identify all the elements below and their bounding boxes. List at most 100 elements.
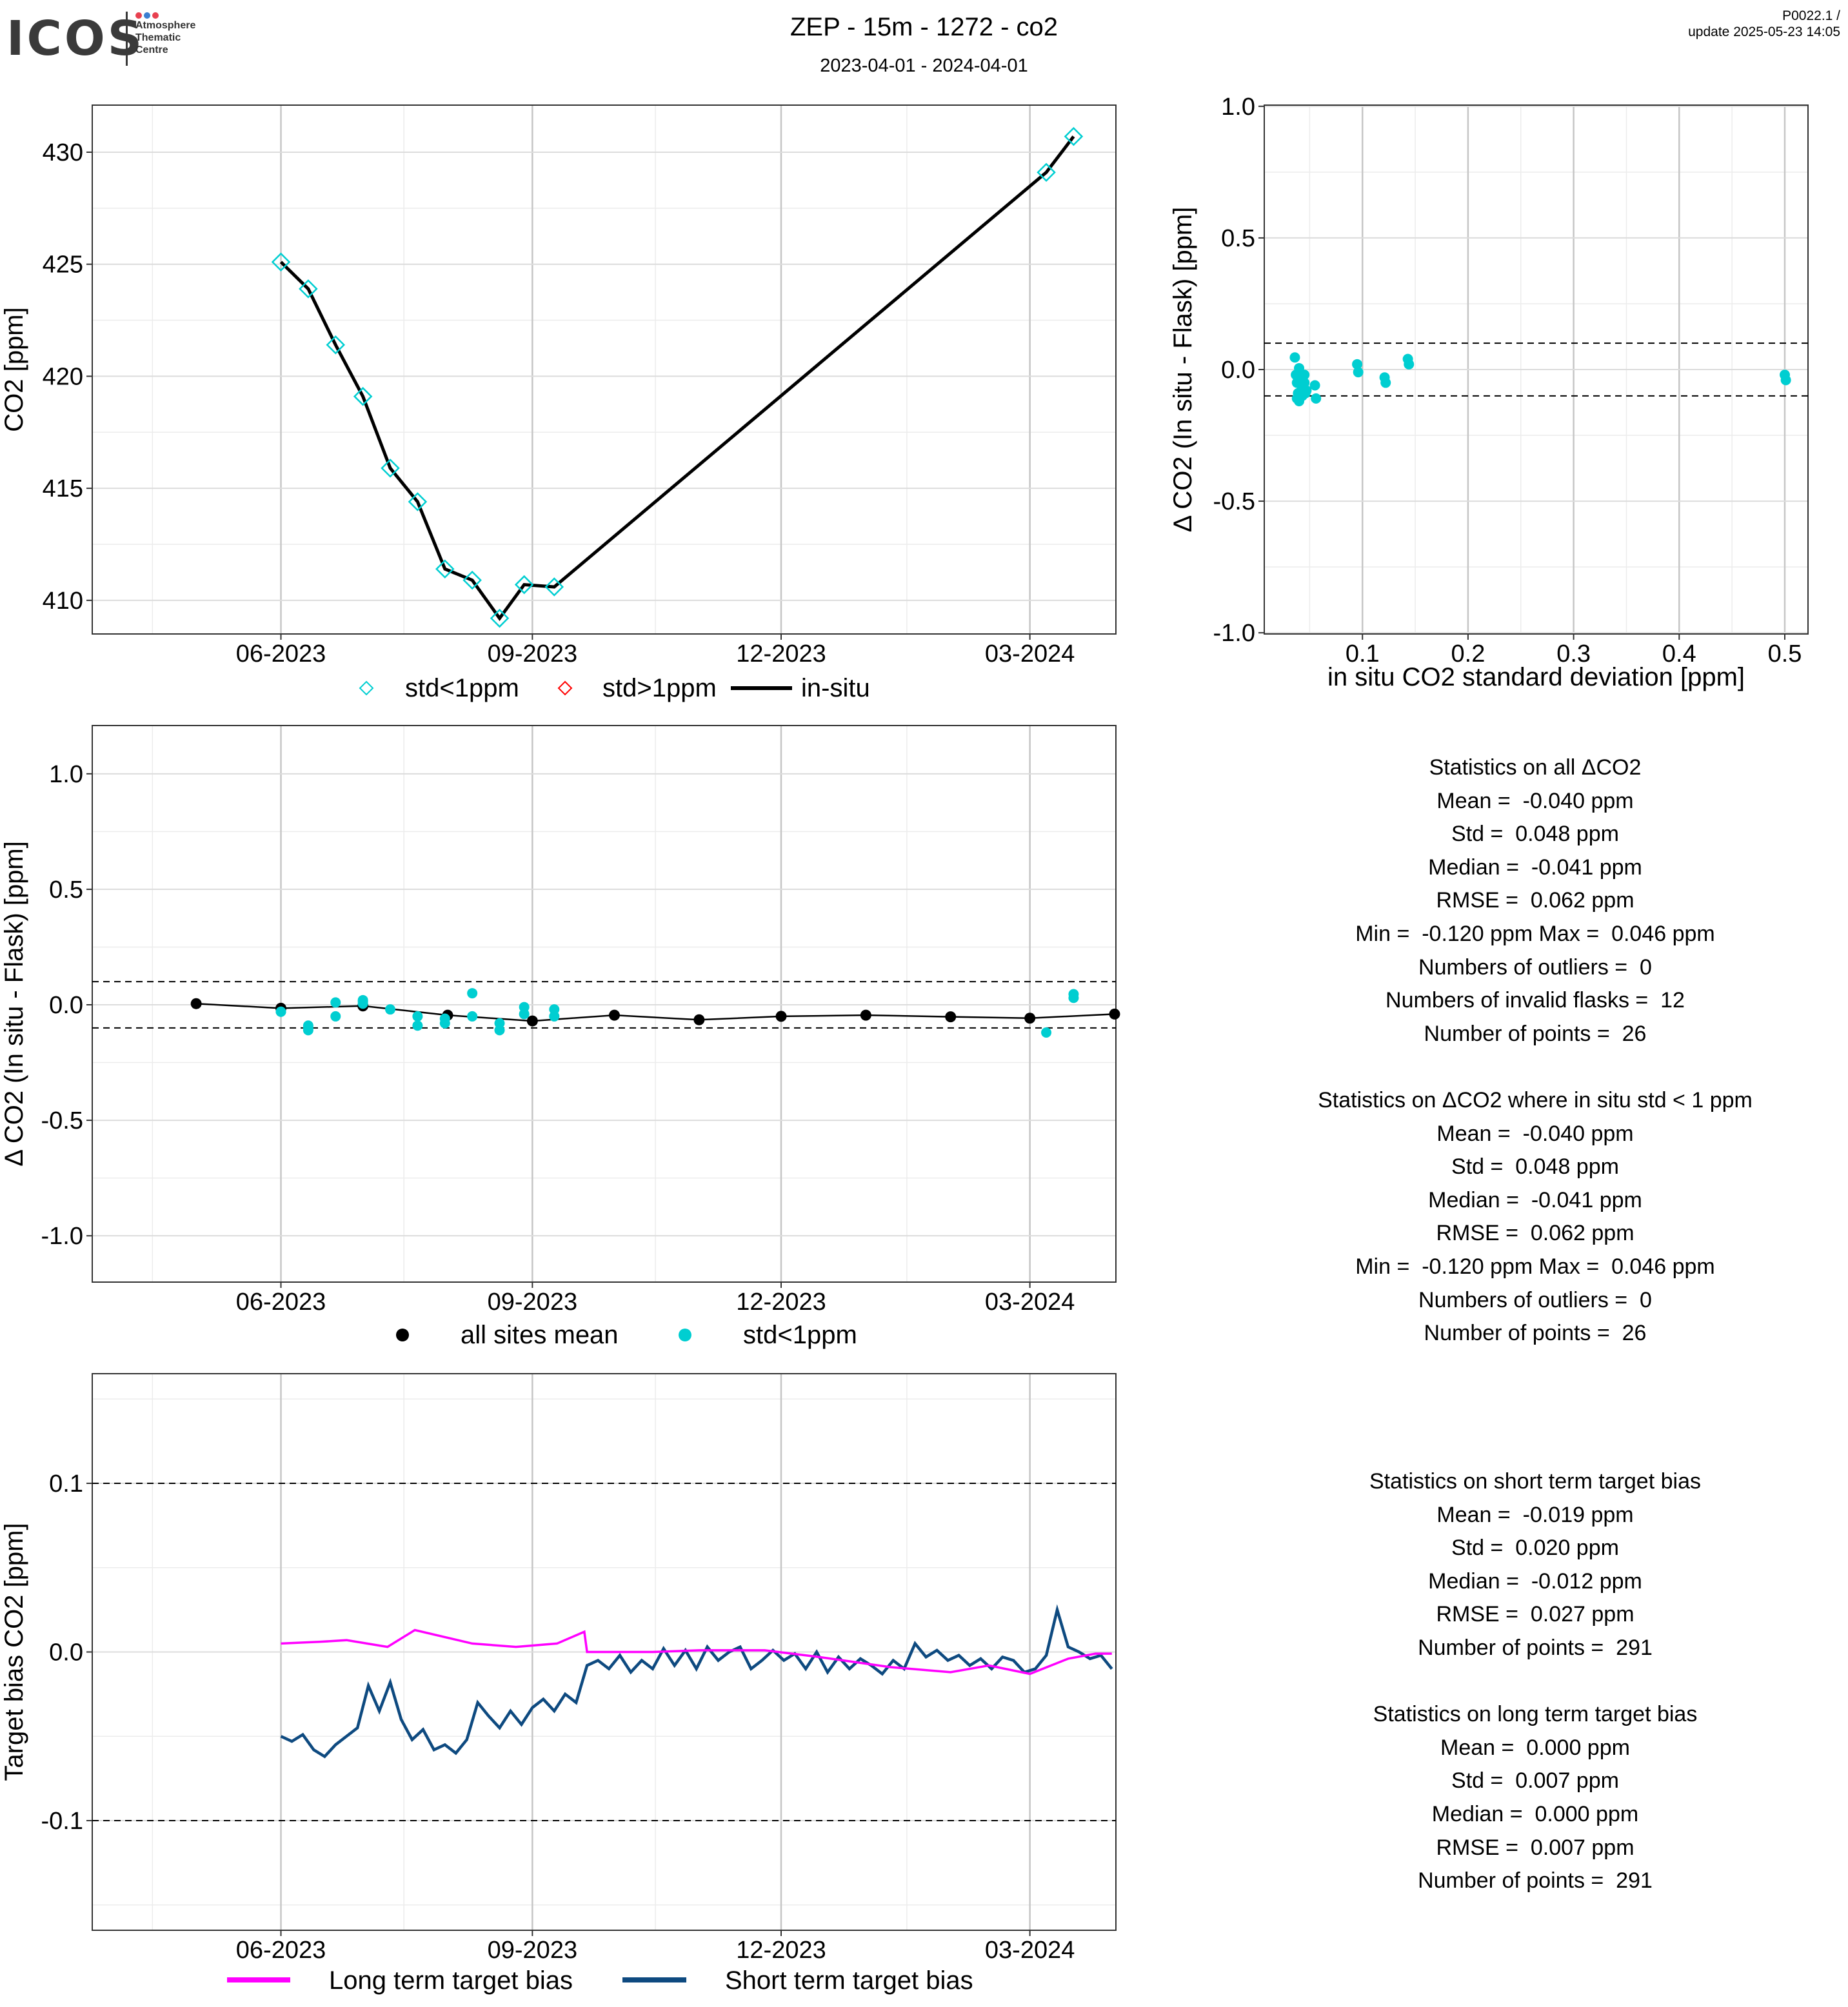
std-lt-1ppm-point xyxy=(549,1011,560,1022)
stats-line: RMSE = 0.027 ppm xyxy=(1436,1602,1634,1627)
stats-line: Numbers of invalid flasks = 12 xyxy=(1386,988,1685,1013)
stats-line: Statistics on long term target bias xyxy=(1373,1702,1698,1727)
update-label: update 2025-05-23 14:05 xyxy=(1688,25,1840,39)
in-situ-line xyxy=(279,135,1075,621)
logo-divider xyxy=(126,12,128,66)
stats-line: Min = -0.120 ppm Max = 0.046 ppm xyxy=(1355,1254,1715,1279)
short-term-bias-line xyxy=(280,1604,1113,1759)
x-tick-label: 12-2023 xyxy=(736,640,826,667)
x-tick-label: 0.4 xyxy=(1662,640,1696,667)
logo-subtext-line: Atmosphere xyxy=(135,20,196,31)
delta-point xyxy=(1289,352,1300,363)
logo-subtext: Atmosphere Thematic Centre xyxy=(135,19,195,56)
stats-line: Mean = -0.019 ppm xyxy=(1436,1502,1634,1527)
std-lt-1ppm-point xyxy=(271,252,291,272)
std-lt-1ppm-point xyxy=(439,1018,450,1029)
std-lt-1ppm-point xyxy=(408,492,428,511)
stats-line: Statistics on all ΔCO2 xyxy=(1429,755,1642,780)
std-lt-1ppm-point xyxy=(381,459,400,478)
delta-point xyxy=(1301,385,1312,396)
y-axis-label: Target bias CO2 [ppm] xyxy=(0,1523,28,1781)
std-lt-1ppm-point xyxy=(357,996,368,1007)
stats-line: Statistics on short term target bias xyxy=(1369,1469,1701,1494)
all-sites-mean-point xyxy=(945,1011,957,1023)
legend-label: Short term target bias xyxy=(725,1966,973,1995)
all-sites-mean-point xyxy=(526,1015,538,1027)
legend-label: std<1ppm xyxy=(743,1321,857,1349)
delta-point xyxy=(1299,370,1310,381)
y-tick-label: 410 xyxy=(43,588,83,615)
all-sites-mean-line xyxy=(196,1002,1115,1022)
std-lt-1ppm-point xyxy=(494,1025,505,1036)
x-tick-label: 12-2023 xyxy=(736,1289,826,1316)
stats-line: RMSE = 0.062 ppm xyxy=(1436,1221,1634,1246)
x-tick-label: 0.1 xyxy=(1346,640,1380,667)
stats-line: Std = 0.048 ppm xyxy=(1451,822,1619,847)
y-tick-label: -0.5 xyxy=(41,1107,83,1134)
std-lt-1ppm-point xyxy=(1041,1027,1052,1038)
x-tick-label: 03-2024 xyxy=(985,1937,1075,1964)
stats-line: Mean = -0.040 ppm xyxy=(1436,788,1634,813)
legend-label: std>1ppm xyxy=(602,674,717,702)
y-tick-label: 1.0 xyxy=(1221,94,1255,121)
delta-point xyxy=(1404,359,1415,370)
x-tick-label: 12-2023 xyxy=(736,1937,826,1964)
stats-line: Mean = 0.000 ppm xyxy=(1440,1735,1630,1760)
y-tick-label: 0.1 xyxy=(49,1470,83,1498)
std-lt-1ppm-point xyxy=(490,608,510,628)
all-sites-mean-point xyxy=(775,1011,787,1022)
legend-label: Long term target bias xyxy=(329,1966,573,1995)
stats-line: Mean = -0.040 ppm xyxy=(1436,1121,1634,1146)
stats-line: Median = -0.041 ppm xyxy=(1428,855,1642,880)
x-tick-label: 09-2023 xyxy=(488,1289,577,1316)
delta-point xyxy=(1309,380,1320,391)
page-title: ZEP - 15m - 1272 - co2 xyxy=(790,13,1058,41)
delta-point xyxy=(1380,377,1391,388)
x-tick-label: 03-2024 xyxy=(985,640,1075,667)
stats-line: Number of points = 26 xyxy=(1424,1321,1647,1346)
std-lt-1ppm-point xyxy=(1068,989,1079,1000)
legend-std-lt-1ppm-icon xyxy=(359,680,374,696)
y-tick-label: -0.5 xyxy=(1213,488,1255,515)
y-axis-label: Δ CO2 (In situ - Flask) [ppm] xyxy=(0,841,28,1167)
std-lt-1ppm-point xyxy=(1037,163,1056,183)
all-sites-mean-point xyxy=(693,1014,705,1025)
std-lt-1ppm-point xyxy=(435,559,455,579)
std-lt-1ppm-point xyxy=(330,1011,341,1022)
std-lt-1ppm-point xyxy=(326,335,346,355)
stats-line: Median = -0.041 ppm xyxy=(1428,1187,1642,1212)
delta-point xyxy=(1780,375,1791,386)
std-lt-1ppm-point xyxy=(385,1004,396,1015)
stats-line: Std = 0.048 ppm xyxy=(1451,1154,1619,1180)
std-lt-1ppm-point xyxy=(299,279,318,299)
delta-point xyxy=(1353,367,1364,378)
x-tick-label: 0.5 xyxy=(1768,640,1802,667)
x-tick-label: 06-2023 xyxy=(236,640,326,667)
std-lt-1ppm-point xyxy=(1064,126,1084,146)
stats-line: Median = -0.012 ppm xyxy=(1428,1568,1642,1594)
logo-subtext-line: Thematic xyxy=(135,32,181,43)
stats-line: Number of points = 291 xyxy=(1418,1868,1653,1893)
std-lt-1ppm-point xyxy=(275,1006,286,1017)
x-tick-label: 09-2023 xyxy=(488,640,577,667)
all-sites-mean-point xyxy=(609,1009,620,1021)
y-tick-label: 420 xyxy=(43,363,83,390)
stats-line: Min = -0.120 ppm Max = 0.046 ppm xyxy=(1355,921,1715,946)
x-tick-label: 0.2 xyxy=(1451,640,1485,667)
stats-line: RMSE = 0.007 ppm xyxy=(1436,1835,1634,1860)
plot-background xyxy=(92,726,1116,1282)
all-sites-mean-point xyxy=(1024,1013,1036,1024)
y-axis-label: CO2 [ppm] xyxy=(0,307,28,431)
stats-line: RMSE = 0.062 ppm xyxy=(1436,888,1634,913)
std-lt-1ppm-point xyxy=(353,386,373,406)
y-tick-label: 0.5 xyxy=(1221,225,1255,252)
plot-border xyxy=(92,725,1117,1283)
delta-point xyxy=(1311,393,1322,404)
y-tick-label: 1.0 xyxy=(49,761,83,788)
stats-line: Median = 0.000 ppm xyxy=(1431,1801,1639,1826)
x-tick-label: 09-2023 xyxy=(488,1937,577,1964)
y-axis-label: Δ CO2 (In situ - Flask) [ppm] xyxy=(1169,207,1197,533)
delta-point xyxy=(1291,393,1302,404)
logo-dots-icon xyxy=(135,10,161,19)
y-tick-label: 0.0 xyxy=(49,992,83,1019)
